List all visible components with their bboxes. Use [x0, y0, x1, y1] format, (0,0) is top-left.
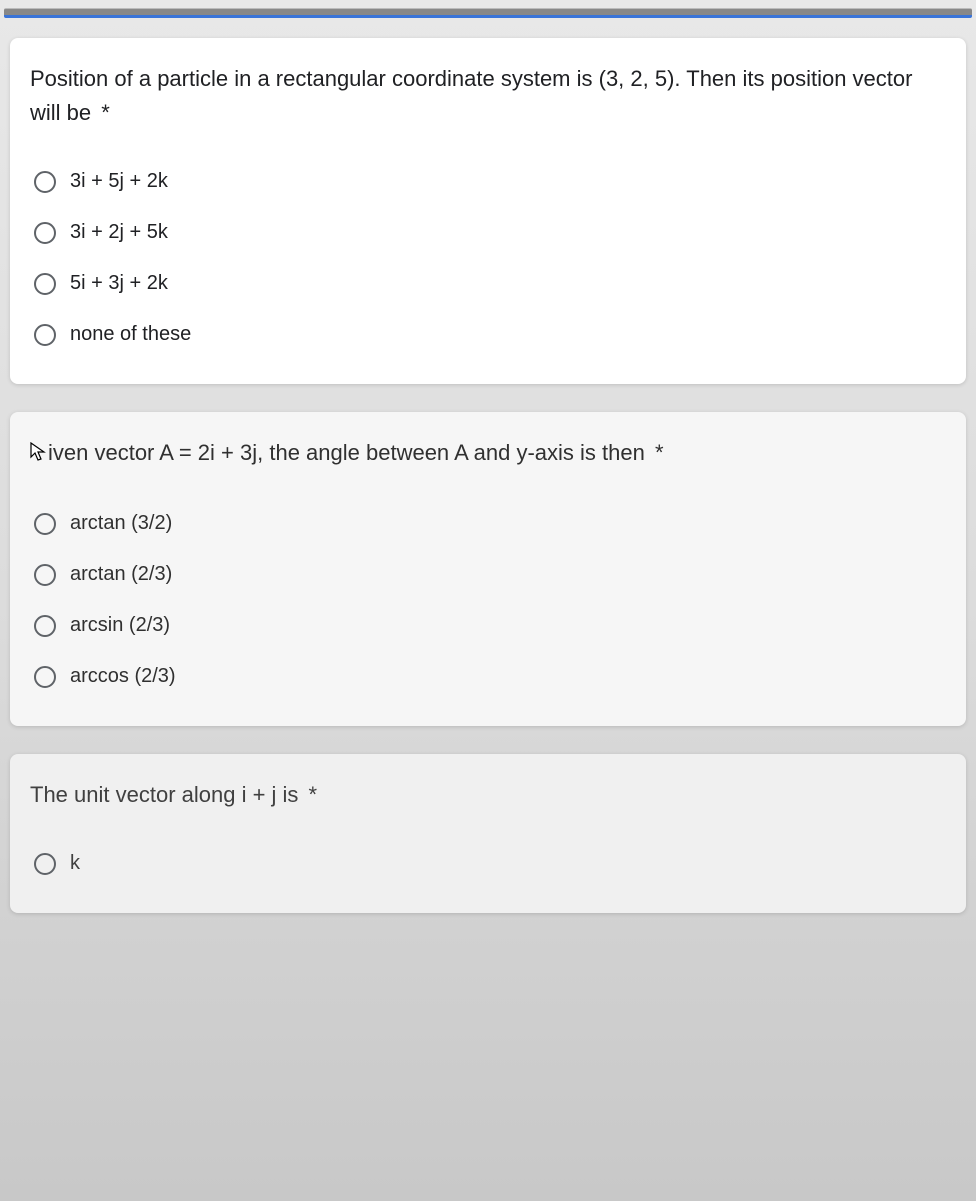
radio-icon[interactable]: [34, 615, 56, 637]
question-body: iven vector A = 2i + 3j, the angle betwe…: [48, 440, 645, 465]
question-body: The unit vector along i + j is: [30, 782, 298, 807]
question-options: 3i + 5j + 2k 3i + 2j + 5k 5i + 3j + 2k n…: [30, 156, 946, 360]
required-asterisk: *: [101, 100, 110, 125]
option-2[interactable]: arctan (2/3): [30, 549, 946, 600]
option-1[interactable]: 3i + 5j + 2k: [30, 156, 946, 207]
question-card-3: The unit vector along i + j is * k: [10, 754, 966, 913]
screen-frame: Position of a particle in a rectangular …: [0, 0, 976, 1201]
radio-icon[interactable]: [34, 513, 56, 535]
question-text: The unit vector along i + j is *: [30, 778, 946, 812]
question-options: k: [30, 838, 946, 889]
option-label: arctan (2/3): [70, 563, 172, 586]
option-3[interactable]: arcsin (2/3): [30, 600, 946, 651]
cursor-icon: [30, 438, 46, 472]
question-body: Position of a particle in a rectangular …: [30, 66, 912, 125]
option-label: 3i + 2j + 5k: [70, 221, 168, 244]
required-asterisk: *: [655, 440, 664, 465]
option-4[interactable]: arccos (2/3): [30, 651, 946, 702]
option-label: 5i + 3j + 2k: [70, 272, 168, 295]
radio-icon[interactable]: [34, 324, 56, 346]
question-card-1: Position of a particle in a rectangular …: [10, 38, 966, 384]
option-label: arccos (2/3): [70, 665, 176, 688]
required-asterisk: *: [309, 782, 318, 807]
question-text: iven vector A = 2i + 3j, the angle betwe…: [30, 436, 946, 472]
question-text: Position of a particle in a rectangular …: [30, 62, 946, 130]
radio-icon[interactable]: [34, 564, 56, 586]
radio-icon[interactable]: [34, 171, 56, 193]
option-3[interactable]: 5i + 3j + 2k: [30, 258, 946, 309]
option-label: k: [70, 852, 80, 875]
option-label: arctan (3/2): [70, 512, 172, 535]
radio-icon[interactable]: [34, 222, 56, 244]
option-4[interactable]: none of these: [30, 309, 946, 360]
question-card-2: iven vector A = 2i + 3j, the angle betwe…: [10, 412, 966, 726]
window-top-bar: [4, 8, 972, 18]
option-1[interactable]: k: [30, 838, 946, 889]
option-1[interactable]: arctan (3/2): [30, 498, 946, 549]
radio-icon[interactable]: [34, 273, 56, 295]
question-options: arctan (3/2) arctan (2/3) arcsin (2/3) a…: [30, 498, 946, 702]
option-label: arcsin (2/3): [70, 614, 170, 637]
radio-icon[interactable]: [34, 666, 56, 688]
option-label: none of these: [70, 323, 191, 346]
option-label: 3i + 5j + 2k: [70, 170, 168, 193]
option-2[interactable]: 3i + 2j + 5k: [30, 207, 946, 258]
radio-icon[interactable]: [34, 853, 56, 875]
